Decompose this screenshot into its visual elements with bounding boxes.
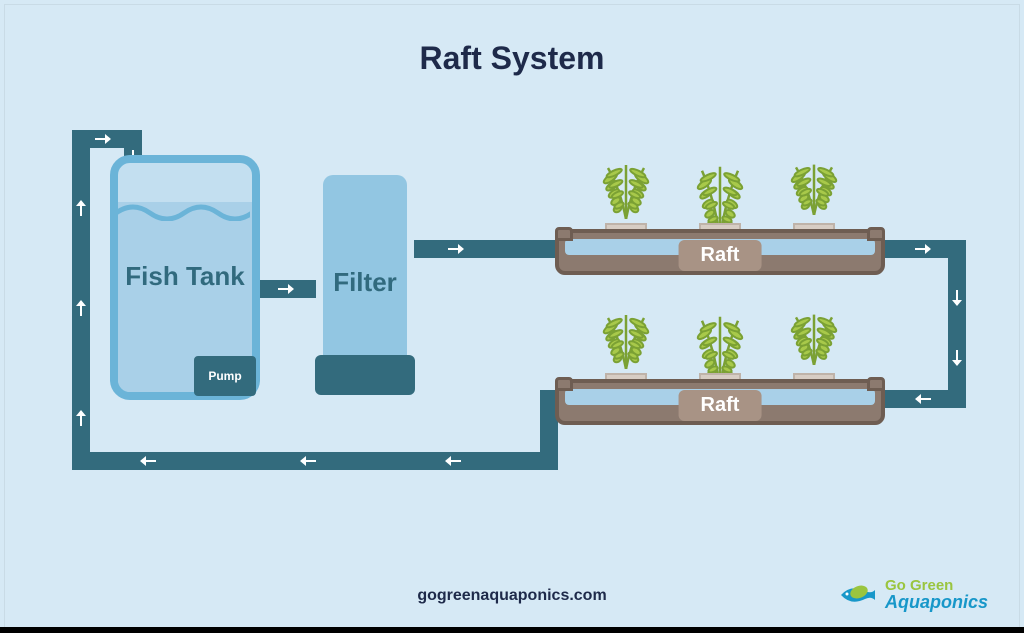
leaves-icon — [590, 159, 662, 223]
logo-text: Go Green Aquaponics — [885, 578, 988, 611]
brand-logo: Go Green Aquaponics — [837, 578, 988, 611]
flow-arrow-icon — [445, 455, 461, 467]
leaves-icon — [684, 159, 756, 223]
flow-arrow-icon — [75, 200, 91, 212]
flow-arrow-icon — [951, 290, 967, 302]
pipe-filter-to-raft1 — [414, 240, 558, 258]
logo-line2: Aquaponics — [885, 593, 988, 611]
diagram-title: Raft System — [0, 40, 1024, 77]
raft-lip-right — [867, 227, 885, 241]
flow-arrow-icon — [95, 133, 111, 145]
pump-label: Pump — [208, 369, 241, 383]
filter-unit: Filter — [315, 175, 415, 395]
leaves-icon — [684, 309, 756, 373]
leaves-icon — [778, 159, 850, 223]
fish-tank: Fish Tank Pump — [110, 155, 260, 400]
fish-tank-label: Fish Tank — [118, 261, 252, 292]
flow-arrow-icon — [915, 243, 931, 255]
raft-lip-left — [555, 227, 573, 241]
bottom-strip — [0, 627, 1024, 633]
raft-lip-left — [555, 377, 573, 391]
fish-leaf-icon — [837, 580, 879, 610]
raft-label: Raft — [679, 390, 762, 421]
filter-base — [315, 355, 415, 395]
pump-box: Pump — [194, 356, 256, 396]
flow-arrow-icon — [951, 350, 967, 362]
flow-arrow-icon — [278, 283, 294, 295]
flow-arrow-icon — [448, 243, 464, 255]
filter-label: Filter — [315, 267, 415, 298]
raft-lip-right — [867, 377, 885, 391]
raft-label: Raft — [679, 240, 762, 271]
raft-upper: Raft — [555, 225, 885, 275]
flow-arrow-icon — [75, 410, 91, 422]
flow-arrow-icon — [75, 300, 91, 312]
raft-lower: Raft — [555, 375, 885, 425]
flow-arrow-icon — [140, 455, 156, 467]
flow-arrow-icon — [915, 393, 931, 405]
flow-arrow-icon — [300, 455, 316, 467]
leaves-icon — [778, 309, 850, 373]
wave-icon — [116, 201, 250, 221]
logo-line1: Go Green — [885, 578, 988, 593]
pipe-right-drop — [948, 240, 966, 408]
leaves-icon — [590, 309, 662, 373]
